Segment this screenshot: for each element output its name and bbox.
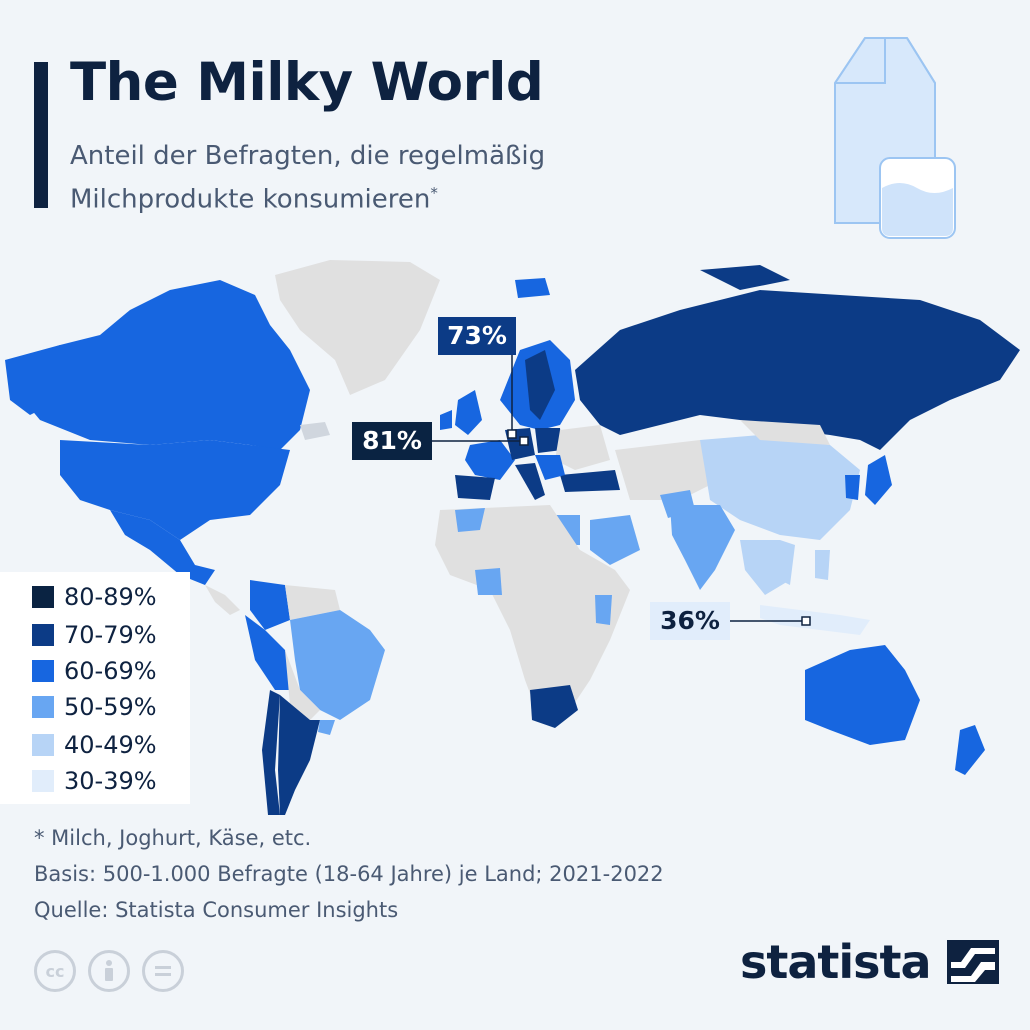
korea (845, 475, 860, 500)
footnote: * Milch, Joghurt, Käse, etc. (34, 826, 312, 850)
legend-label: 40-49% (64, 731, 157, 759)
callout-c: 36% (650, 602, 730, 640)
legend-item: 30-39% (32, 766, 157, 796)
philippines (815, 550, 830, 580)
venezuela-etc (285, 585, 340, 620)
cc-icon[interactable]: cc (34, 950, 76, 992)
legend-item: 70-79% (32, 620, 157, 650)
ireland (440, 410, 452, 430)
by-icon[interactable] (88, 950, 130, 992)
uk (455, 390, 482, 435)
legend-label: 60-69% (64, 657, 157, 685)
turkey (560, 470, 620, 492)
uruguay (318, 720, 335, 735)
peru (245, 615, 295, 690)
kenya (595, 595, 612, 625)
license-icons: cc (34, 950, 184, 992)
japan (865, 455, 892, 505)
legend-swatch (32, 696, 54, 718)
colombia (250, 580, 290, 630)
south-africa (530, 685, 578, 728)
legend-swatch (32, 586, 54, 608)
subtitle-footnote-mark: * (430, 184, 438, 202)
vietnam (780, 540, 795, 585)
statista-logo-icon (946, 940, 999, 984)
balkans (535, 455, 565, 480)
legend-label: 70-79% (64, 621, 157, 649)
usa (60, 440, 290, 540)
greenland (275, 260, 440, 395)
callout-b: 81% (352, 422, 432, 460)
milk-carton-icon (834, 37, 956, 239)
poland (535, 428, 562, 453)
brazil (290, 610, 385, 720)
page-title: The Milky World (70, 52, 544, 113)
page-subtitle: Anteil der Befragten, die regelmäßig Mil… (70, 138, 710, 219)
glass-icon (879, 157, 956, 239)
legend-item: 40-49% (32, 730, 157, 760)
arctic-islands (700, 265, 790, 290)
legend-swatch (32, 660, 54, 682)
france (465, 440, 515, 480)
alaska (5, 345, 60, 415)
subtitle-line-2: Milchprodukte konsumieren (70, 184, 431, 215)
bolivia-paraguay (285, 650, 320, 720)
subtitle-line-1: Anteil der Befragten, die regelmäßig (70, 141, 546, 171)
new-zealand (955, 725, 985, 775)
morocco (455, 508, 485, 532)
sweden (525, 350, 555, 420)
arctic-islands-2 (515, 278, 550, 298)
saudi-arabia (590, 515, 640, 565)
spain (455, 475, 495, 500)
china (700, 435, 860, 540)
legend-label: 30-39% (64, 767, 157, 795)
statista-logo[interactable]: statista (740, 935, 999, 989)
canada (15, 280, 310, 450)
brand-name: statista (740, 935, 932, 989)
nd-icon[interactable] (142, 950, 184, 992)
iceland (300, 422, 330, 440)
nigeria (475, 568, 502, 595)
basis-note: Basis: 500-1.000 Befragte (18-64 Jahre) … (34, 862, 664, 886)
mexico (110, 510, 215, 585)
southeast-asia (740, 540, 790, 595)
legend-label: 50-59% (64, 693, 157, 721)
italy (515, 463, 545, 500)
callout-a: 73% (438, 317, 516, 355)
australia (805, 645, 920, 745)
india (670, 505, 735, 590)
legend-label: 80-89% (64, 583, 157, 611)
title-bar (34, 62, 48, 208)
legend-item: 60-69% (32, 656, 157, 686)
chile (262, 690, 280, 815)
central-asia (615, 440, 720, 500)
legend-swatch (32, 624, 54, 646)
legend-item: 80-89% (32, 582, 157, 612)
world-map (5, 260, 1020, 815)
footer-notes: * Milch, Joghurt, Käse, etc. Basis: 500-… (34, 820, 664, 928)
legend-swatch (32, 770, 54, 792)
source-note: Quelle: Statista Consumer Insights (34, 898, 399, 922)
legend-item: 50-59% (32, 692, 157, 722)
map-legend: 80-89% 70-79% 60-69% 50-59% 40-49% 30-39… (0, 572, 190, 804)
indonesia (760, 605, 870, 635)
eastern-europe (555, 425, 610, 470)
mongolia (740, 420, 830, 445)
africa (435, 505, 630, 720)
legend-swatch (32, 734, 54, 756)
russia (575, 290, 1020, 450)
central-america (205, 585, 240, 615)
argentina (278, 695, 320, 815)
pakistan (660, 490, 695, 518)
